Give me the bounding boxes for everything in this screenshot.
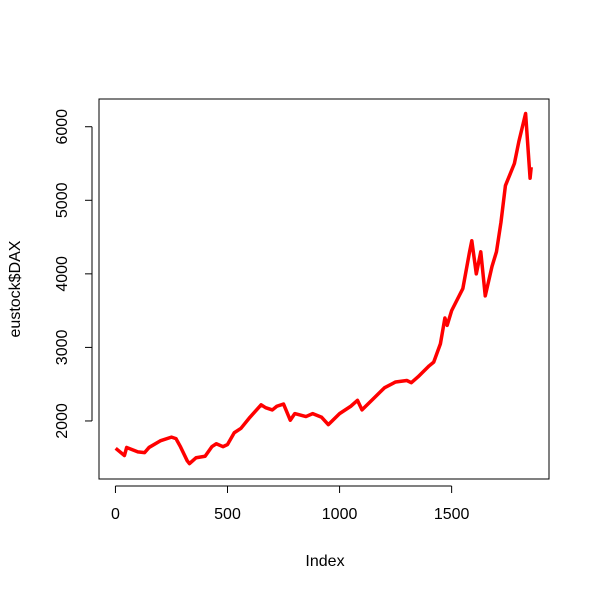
y-tick-label: 6000 (54, 109, 71, 145)
x-axis-label: Index (305, 553, 344, 570)
y-axis-label: eustock$DAX (7, 240, 24, 337)
y-tick-label: 4000 (54, 256, 71, 292)
y-tick-label: 2000 (54, 403, 71, 439)
y-tick-label: 3000 (54, 330, 71, 366)
plot-frame (98, 98, 550, 480)
x-tick-label: 1000 (322, 506, 358, 523)
y-tick-label: 5000 (54, 182, 71, 218)
x-tick-label: 0 (111, 506, 120, 523)
x-tick-label: 1500 (434, 506, 470, 523)
x-tick-label: 500 (214, 506, 241, 523)
data-line (114, 111, 533, 466)
